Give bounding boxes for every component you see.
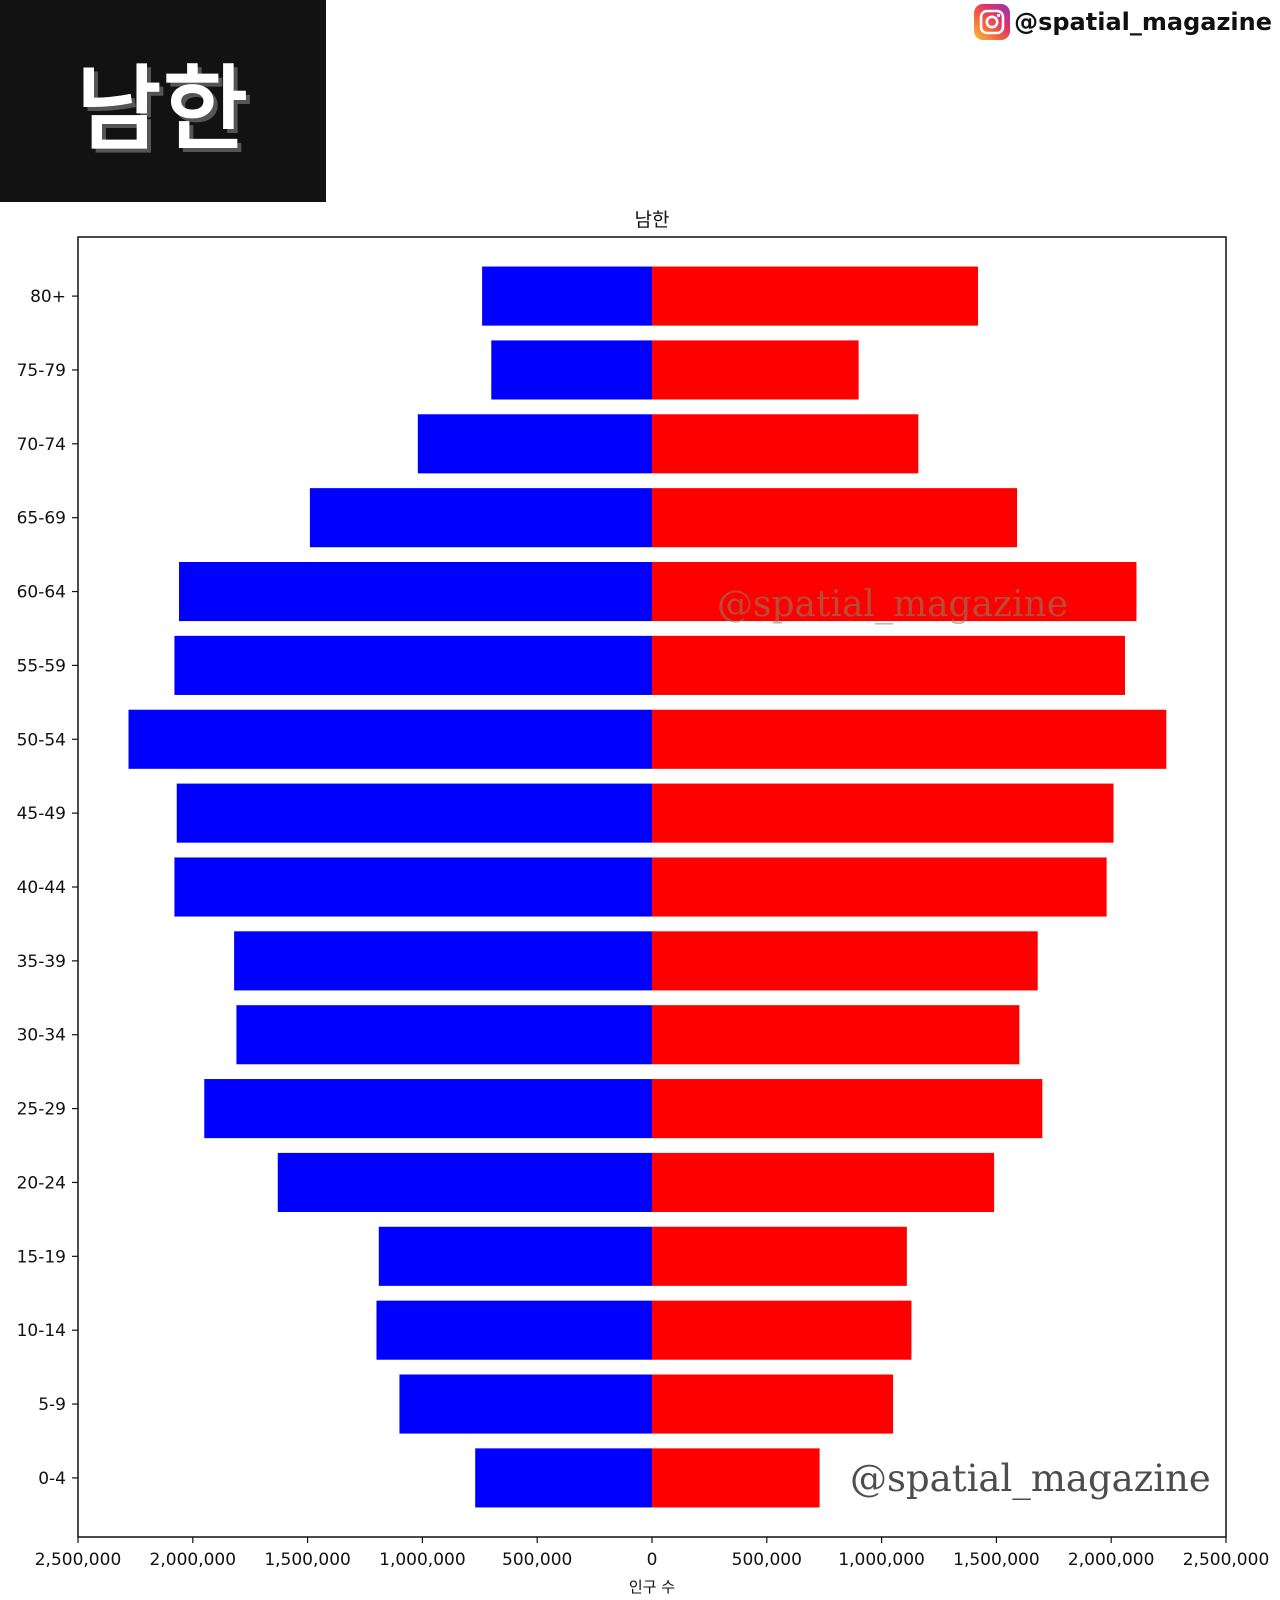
bar-right-30-34 (652, 1005, 1020, 1065)
x-tick-label: 1,000,000 (838, 1550, 925, 1570)
bar-right-35-39 (652, 931, 1038, 991)
bar-right-40-44 (652, 857, 1107, 917)
bar-left-30-34 (236, 1005, 652, 1065)
y-tick-label: 10-14 (17, 1321, 66, 1341)
bar-right-70-74 (652, 414, 919, 474)
y-tick-label: 30-34 (17, 1026, 66, 1046)
instagram-icon (974, 4, 1011, 40)
bar-left-5-9 (399, 1374, 652, 1434)
bar-right-5-9 (652, 1374, 894, 1434)
bar-right-80+ (652, 266, 979, 326)
y-tick-label: 0-4 (38, 1469, 66, 1489)
bars-layer (128, 266, 1167, 1508)
bar-right-60-64 (652, 562, 1137, 622)
y-tick-label: 45-49 (17, 804, 66, 824)
bar-right-45-49 (652, 783, 1114, 843)
y-tick-label: 55-59 (17, 656, 66, 676)
bar-right-25-29 (652, 1079, 1043, 1139)
bar-right-20-24 (652, 1152, 995, 1212)
watermark-center: @spatial_magazine (717, 584, 1068, 625)
bar-left-25-29 (204, 1079, 652, 1139)
bar-left-40-44 (174, 857, 652, 917)
bar-left-45-49 (176, 783, 652, 843)
y-tick-label: 65-69 (17, 509, 66, 529)
bar-left-35-39 (234, 931, 653, 991)
x-tick-label: 2,000,000 (1068, 1550, 1155, 1570)
y-tick-label: 5-9 (38, 1395, 66, 1415)
bar-left-75-79 (491, 340, 652, 400)
bar-left-80+ (482, 266, 652, 326)
x-tick-label: 500,000 (502, 1550, 572, 1570)
x-tick-label: 1,000,000 (379, 1550, 466, 1570)
y-tick-label: 80+ (30, 287, 66, 307)
banner-title: 남한 (76, 55, 250, 163)
bar-left-15-19 (378, 1226, 652, 1286)
bar-left-55-59 (174, 635, 652, 695)
x-tick-label: 2,500,000 (1183, 1550, 1270, 1570)
chart-title: 남한 (635, 209, 670, 231)
brand-handle: @spatial_magazine (1014, 8, 1272, 36)
brand-link[interactable]: @spatial_magazine (974, 4, 1272, 40)
x-tick-label: 500,000 (732, 1550, 802, 1570)
bar-left-65-69 (309, 488, 652, 548)
watermark-bottom: @spatial_magazine (850, 1457, 1211, 1501)
title-banner: 남한 (0, 0, 326, 202)
bar-right-55-59 (652, 635, 1125, 695)
y-tick-label: 40-44 (17, 878, 66, 898)
bar-right-10-14 (652, 1300, 912, 1360)
x-tick-label: 2,000,000 (150, 1550, 237, 1570)
y-tick-label: 25-29 (17, 1100, 66, 1120)
y-tick-label: 35-39 (17, 952, 66, 972)
x-axis-label: 인구 수 (629, 1578, 675, 1596)
y-tick-label: 50-54 (17, 730, 66, 750)
x-tick-label: 1,500,000 (953, 1550, 1040, 1570)
y-tick-label: 15-19 (17, 1247, 66, 1267)
y-tick-label: 70-74 (17, 435, 66, 455)
x-tick-label: 1,500,000 (264, 1550, 351, 1570)
bar-left-10-14 (376, 1300, 652, 1360)
x-tick-label: 0 (647, 1550, 658, 1570)
y-tick-label: 60-64 (17, 583, 66, 603)
bar-left-70-74 (417, 414, 652, 474)
x-tick-label: 2,500,000 (35, 1550, 122, 1570)
y-tick-label: 20-24 (17, 1173, 66, 1193)
x-axis: 2,500,000 2,000,000 1,500,000 1,000,000 500,… (35, 1537, 1270, 1570)
bar-left-50-54 (128, 709, 653, 769)
bar-right-65-69 (652, 488, 1018, 548)
bar-right-50-54 (652, 709, 1167, 769)
bar-right-0-4 (652, 1448, 820, 1508)
bar-right-15-19 (652, 1226, 907, 1286)
bar-left-60-64 (179, 562, 653, 622)
y-axis: 0-4 5-9 10-14 15-19 20-24 25-29 30-34 35-39 40-4… (17, 287, 78, 1489)
bar-right-75-79 (652, 340, 859, 400)
bar-left-20-24 (277, 1152, 652, 1212)
y-tick-label: 75-79 (17, 361, 66, 381)
bar-left-0-4 (475, 1448, 652, 1508)
population-pyramid-chart: 남한 2,500,000 2,000,000 1,500,000 1,000,000 5… (17, 209, 1270, 1596)
